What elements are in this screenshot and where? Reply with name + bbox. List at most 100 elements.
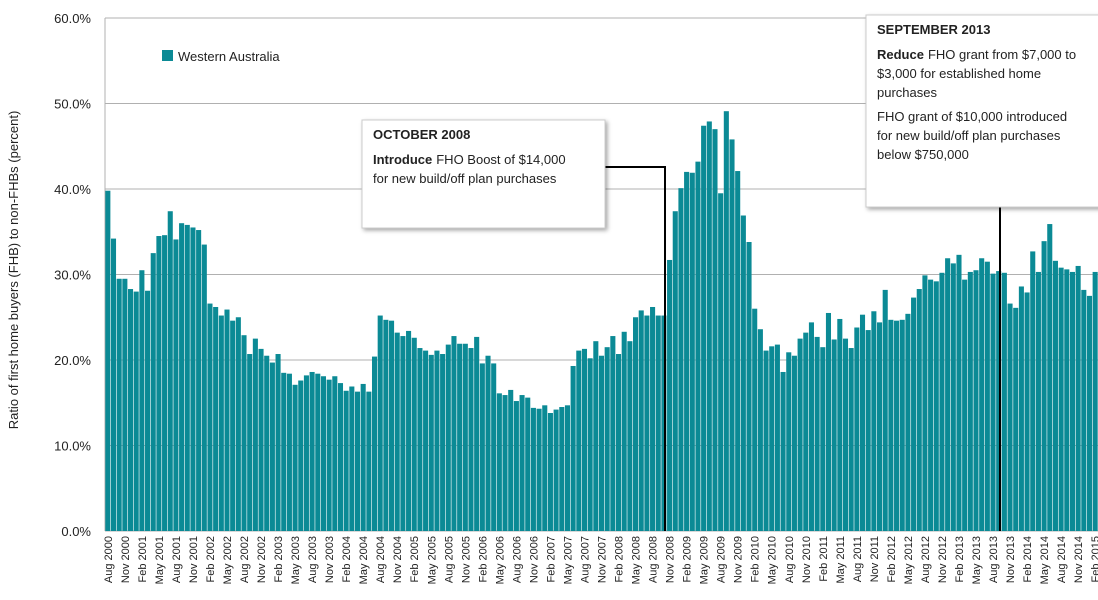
y-axis-label: Ratio of first home buyers (FHB) to non-… [6, 111, 21, 430]
x-tick-label: Feb 2002 [205, 536, 217, 582]
bar [275, 354, 281, 531]
bar [423, 350, 429, 531]
bar [1081, 289, 1087, 531]
annotation-title: SEPTEMBER 2013 [877, 22, 990, 37]
x-tick-label: Feb 2006 [477, 536, 489, 582]
x-tick-label: Feb 2004 [341, 536, 353, 582]
bar [735, 171, 741, 532]
annotation-bold: Introduce [373, 152, 432, 167]
bar [723, 111, 729, 531]
bar [553, 409, 559, 531]
bar [667, 259, 673, 531]
bar [167, 211, 173, 532]
bar [1064, 269, 1070, 531]
bar [184, 224, 190, 531]
x-tick-label: Feb 2010 [750, 536, 762, 582]
bar [156, 236, 162, 531]
bar [525, 397, 531, 531]
legend-label: Western Australia [178, 49, 280, 64]
bar [241, 335, 247, 531]
bar [536, 408, 542, 531]
bar [729, 139, 735, 531]
bar [1030, 251, 1036, 532]
x-tick-label: Aug 2012 [920, 536, 932, 583]
bar [627, 341, 633, 531]
bar [633, 317, 639, 531]
bar [337, 383, 344, 531]
annotation-line: FHO Boost of $14,000 [436, 152, 565, 167]
bar [519, 395, 525, 531]
bar [207, 303, 213, 531]
y-tick-label: 0.0% [61, 524, 91, 539]
bar [145, 290, 151, 531]
x-tick-label: Feb 2003 [273, 536, 285, 582]
x-tick-label: May 2011 [835, 536, 847, 584]
bar [474, 336, 480, 531]
bar [252, 338, 258, 531]
x-tick-label: Aug 2006 [511, 536, 523, 583]
x-tick-label: Feb 2009 [682, 536, 694, 582]
x-tick-label: May 2002 [222, 536, 234, 584]
bar [593, 341, 599, 531]
x-tick-label: Nov 2008 [665, 536, 677, 583]
x-tick-label: May 2014 [1039, 536, 1051, 584]
bar [213, 306, 219, 531]
bar [360, 383, 366, 531]
x-tick-label: Nov 2009 [733, 536, 745, 583]
bar [899, 319, 905, 531]
x-tick-label: Nov 2000 [120, 536, 132, 583]
bar [1013, 307, 1019, 531]
x-tick-label: Aug 2002 [239, 536, 251, 583]
bar [1018, 286, 1024, 531]
bar [542, 405, 548, 531]
annotation-text: below $750,000 [877, 147, 969, 162]
bar [911, 297, 917, 531]
x-tick-label: Nov 2011 [869, 536, 881, 582]
annotation-line: FHO grant from $7,000 to [928, 47, 1076, 62]
bar [417, 348, 423, 531]
annotation-bold: Reduce [877, 47, 924, 62]
bar [746, 242, 752, 531]
bar [1075, 265, 1081, 531]
bar [877, 322, 883, 531]
bar [939, 272, 945, 531]
x-tick-label: Aug 2013 [988, 536, 1000, 583]
bar [162, 235, 168, 532]
bar [752, 308, 758, 531]
bar [1086, 295, 1093, 531]
bar [871, 311, 877, 531]
x-tick-label: Nov 2014 [1073, 536, 1085, 583]
annotation-text: purchases [877, 85, 937, 100]
bar [371, 356, 378, 531]
bar [411, 337, 417, 531]
bar [615, 354, 622, 531]
bar [502, 395, 508, 531]
x-tick-label: Feb 2014 [1022, 536, 1034, 582]
bar [570, 365, 576, 531]
connector [605, 166, 666, 531]
bar [394, 332, 400, 531]
bar [848, 348, 854, 531]
bar [740, 215, 746, 531]
x-tick-label: Aug 2001 [171, 536, 183, 583]
bar [820, 347, 826, 531]
bar [791, 355, 797, 531]
bar [598, 355, 605, 531]
annotation: OCTOBER 2008 Introduce FHO Boost of $14,00… [361, 119, 666, 531]
bar [269, 362, 275, 531]
x-tick-label: Nov 2005 [460, 536, 472, 583]
x-tick-label: Aug 2000 [103, 536, 115, 583]
bar [706, 121, 712, 531]
bar [559, 407, 565, 531]
bar [990, 273, 996, 531]
bar [179, 223, 185, 531]
bar [769, 346, 775, 531]
bar [530, 407, 536, 531]
bar [1035, 271, 1041, 531]
x-tick-label: Feb 2008 [614, 536, 626, 582]
bar [326, 379, 332, 531]
bar [440, 354, 446, 531]
bar [672, 211, 678, 532]
bar [366, 391, 372, 531]
bar [196, 230, 202, 532]
